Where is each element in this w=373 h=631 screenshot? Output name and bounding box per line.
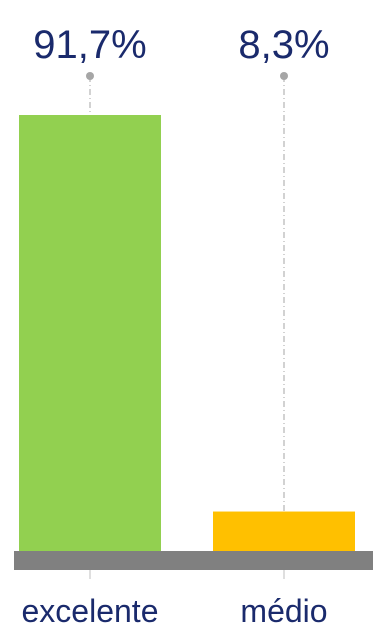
x-axis-ticks bbox=[89, 570, 285, 579]
category-label: excelente bbox=[22, 593, 159, 629]
value-label: 8,3% bbox=[238, 23, 329, 67]
value-label: 91,7% bbox=[33, 23, 146, 67]
category-labels: excelente médio bbox=[22, 593, 328, 629]
bars bbox=[19, 115, 355, 551]
x-axis-baseline bbox=[14, 551, 373, 570]
bar-médio bbox=[213, 511, 355, 551]
leader-dot-1 bbox=[280, 72, 288, 80]
value-labels: 91,7% 8,3% bbox=[33, 23, 329, 67]
category-label: médio bbox=[240, 593, 327, 629]
leader-dot-0 bbox=[86, 72, 94, 80]
bar-excelente bbox=[19, 115, 161, 551]
